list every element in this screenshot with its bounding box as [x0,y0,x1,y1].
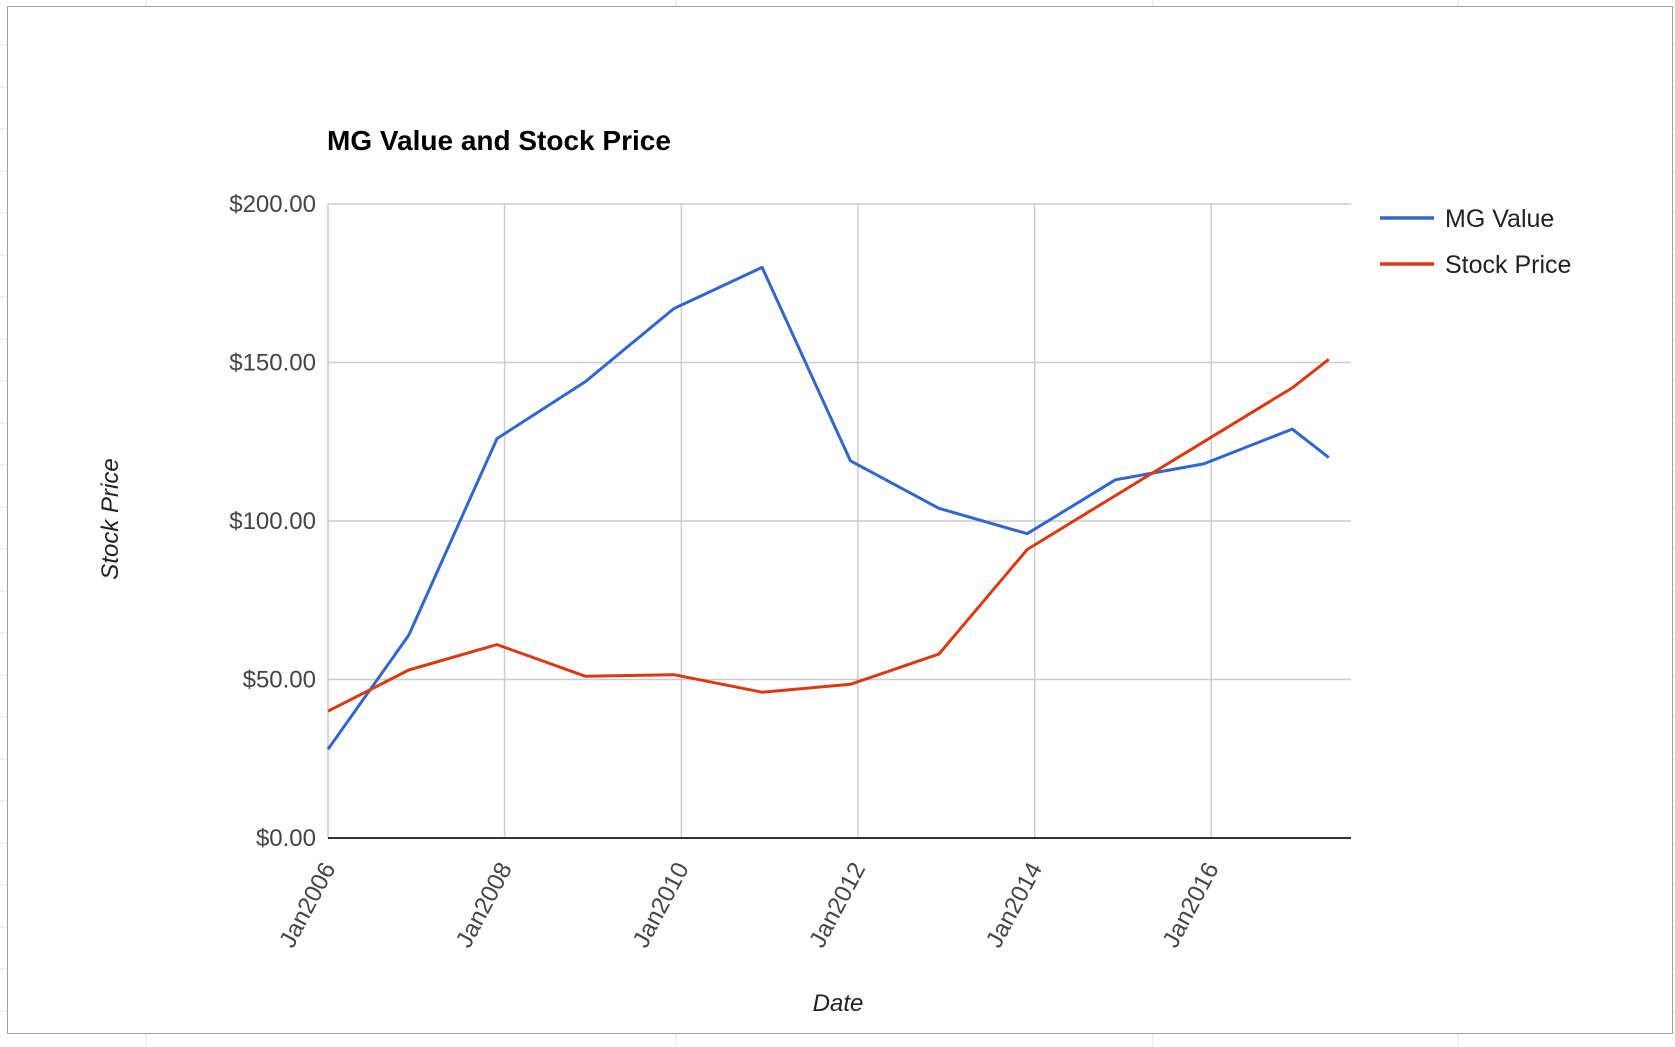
x-tick-label: Jan2006 [274,858,341,952]
x-tick-label: Jan2012 [804,858,871,952]
y-tick-label: $0.00 [256,825,316,852]
y-tick-label: $100.00 [229,508,316,535]
x-tick-label: Jan2010 [628,858,695,952]
chart-gridlines [327,203,1351,838]
x-tick-label: Jan2016 [1157,858,1224,952]
chart-axes: $0.00 $50.00 $100.00 $150.00 $200.00 Jan2006 J… [229,191,1351,952]
chart-frame[interactable]: $0.00 $50.00 $100.00 $150.00 $200.00 Jan2006 J… [7,6,1673,1034]
x-tick-label: Jan2014 [981,858,1048,952]
line-chart: $0.00 $50.00 $100.00 $150.00 $200.00 Jan2006 J… [97,125,1571,1017]
chart-series [326,265,1330,751]
y-tick-label: $200.00 [229,191,316,218]
chart-title: MG Value and Stock Price [327,125,671,156]
legend-label: Stock Price [1445,251,1571,279]
chart-legend: MG Value Stock Price [1380,205,1571,279]
y-axis-title: Stock Price [97,458,124,579]
x-tick-label: Jan2008 [451,858,518,952]
series-line-mg-value [326,265,1330,751]
legend-label: MG Value [1445,205,1554,233]
series-line-stock-price [327,358,1330,713]
x-axis-title: Date [813,990,864,1017]
y-tick-label: $150.00 [229,350,316,377]
y-tick-label: $50.00 [243,667,316,694]
